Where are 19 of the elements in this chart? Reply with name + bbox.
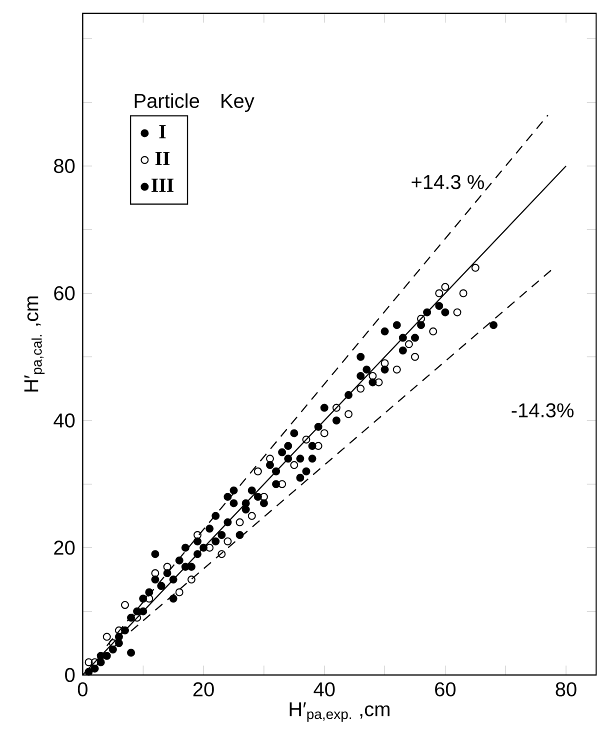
legend-label: I	[159, 125, 166, 138]
y-axis-title: H′$_{pa,cal.}$ ,cm	[24, 296, 45, 392]
legend-label: III	[152, 178, 174, 192]
y-tick-label: 20	[54, 540, 75, 555]
y-tick-label: 80	[54, 158, 75, 174]
y-tick-label: 0	[65, 668, 75, 682]
x-tick-label: 20	[193, 682, 214, 696]
annotation: -14.3%	[512, 403, 574, 418]
annotation: Key	[222, 94, 254, 112]
x-tick-label: 60	[435, 682, 456, 696]
legend-label: II	[155, 152, 170, 166]
x-tick-label: 80	[556, 682, 576, 696]
y-tick-label: 40	[54, 413, 75, 428]
legend-title: Particle	[134, 93, 200, 108]
x-axis-title: H′$_{pa,exp.}$ ,cm	[290, 702, 390, 722]
x-tick-label: 40	[314, 682, 335, 696]
y-tick-label: 60	[54, 286, 75, 300]
x-tick-label: 0	[78, 682, 88, 696]
annotation: +14.3 %	[412, 174, 484, 190]
